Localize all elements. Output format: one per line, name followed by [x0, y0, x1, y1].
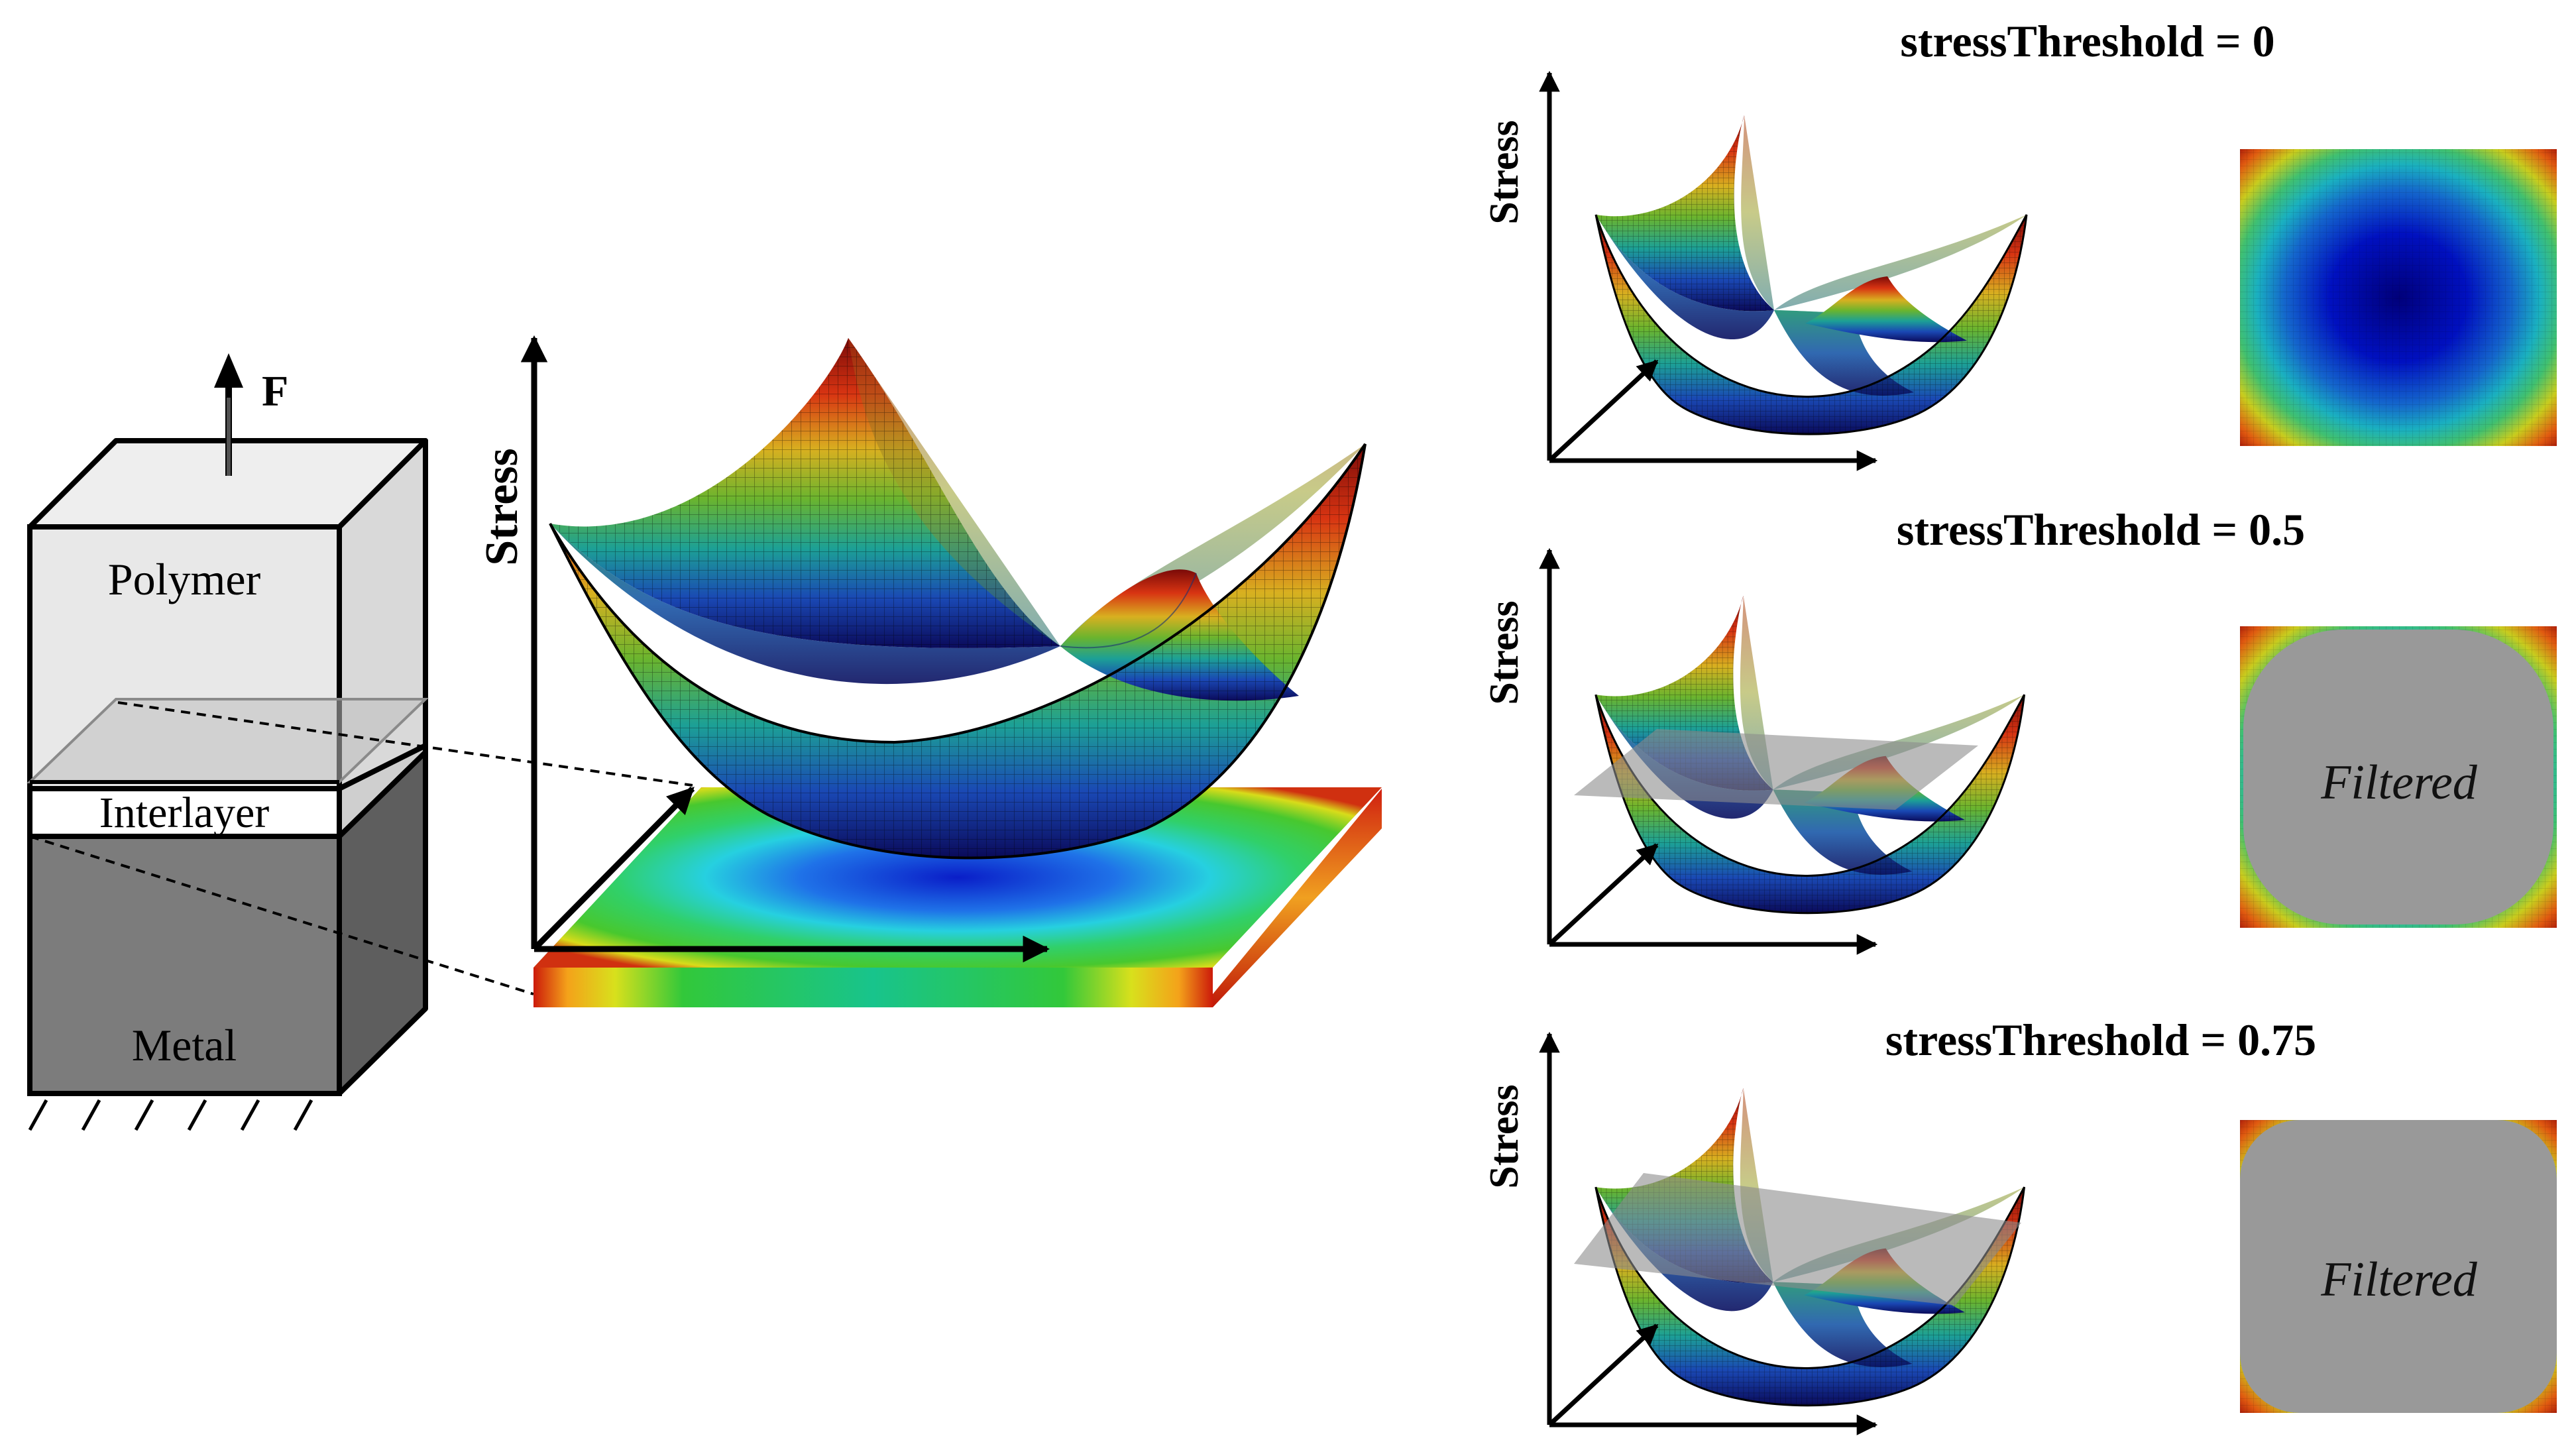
panel-axis-label: Stress: [1482, 1084, 1527, 1188]
panel-axes: [1539, 547, 1878, 955]
panel-heatmap: [2240, 626, 2557, 928]
panel-title: stressThreshold = 0.5: [1897, 504, 2305, 555]
interlayer-label: Interlayer: [99, 789, 270, 837]
filtered-label: Filtered: [2320, 756, 2478, 810]
slab-top: [533, 787, 1382, 968]
panel-heatmap: [2240, 1120, 2557, 1413]
filtered-region: [2240, 1120, 2557, 1413]
main-stress-plot: Stress: [476, 335, 1382, 1007]
force-label: F: [262, 367, 288, 416]
main-axis-label: Stress: [476, 448, 528, 566]
filtered-region: [2243, 630, 2553, 924]
slab-side-right: [1213, 789, 1382, 1007]
metal-label: Metal: [132, 1020, 237, 1070]
metal-front-face: [27, 834, 342, 1096]
slab-front: [533, 968, 1213, 1007]
panel-axis-label: Stress: [1482, 600, 1527, 704]
threshold-panel-1: stressThreshold = 0.5 Stress Filtered: [1482, 504, 2557, 955]
filtered-label: Filtered: [2320, 1253, 2478, 1307]
panel-heatmap: [2240, 149, 2557, 446]
polymer-label: Polymer: [108, 554, 261, 604]
force-arrowhead: [214, 353, 243, 388]
threshold-panel-0: stressThreshold = 0 Stress: [1482, 16, 2557, 471]
layered-block: F Polymer Interlayer Metal: [27, 353, 429, 1131]
zoom-connector-lines: [29, 701, 693, 995]
panel-axis-label: Stress: [1482, 120, 1527, 224]
interlayer-front-face: [27, 786, 342, 839]
threshold-plane: [1574, 729, 1978, 810]
fixed-support-hatch: [28, 1099, 313, 1131]
threshold-plane: [1574, 1173, 2021, 1306]
threshold-panel-2: stressThreshold = 0.75 Stress Filtered: [1482, 1015, 2557, 1435]
panel-axes: [1539, 1031, 1878, 1435]
main-axes: [520, 335, 1050, 963]
panel-title: stressThreshold = 0.75: [1885, 1015, 2316, 1065]
panel-axes: [1539, 70, 1878, 471]
panel-title: stressThreshold = 0: [1900, 16, 2274, 66]
